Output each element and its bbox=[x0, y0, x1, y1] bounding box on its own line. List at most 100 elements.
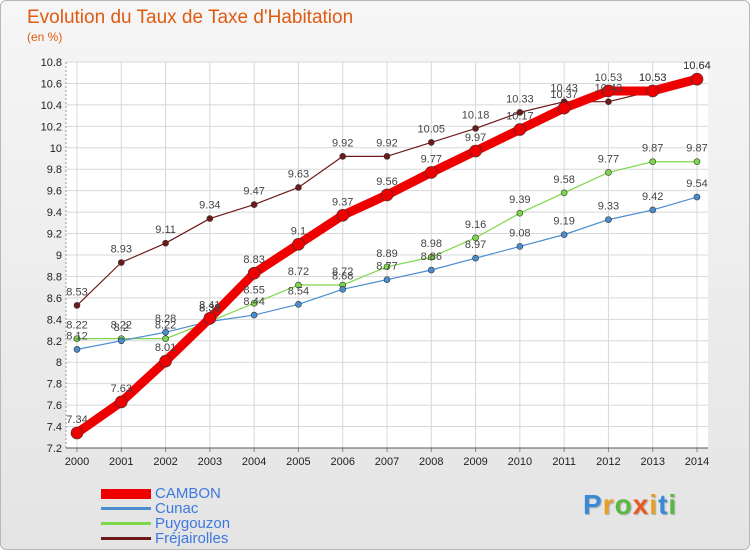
legend: CAMBON Cunac Puygouzon Fréjairolles bbox=[101, 486, 230, 546]
data-point-cambon bbox=[247, 266, 261, 280]
data-label-cunac: 8.2 bbox=[114, 322, 129, 334]
legend-swatch bbox=[101, 507, 151, 510]
data-label-frejairolles: 9.92 bbox=[332, 137, 353, 149]
data-label-cunac: 8.68 bbox=[332, 270, 353, 282]
data-label-cambon: 10.64 bbox=[683, 60, 711, 72]
data-point-cambon bbox=[159, 354, 172, 368]
data-label-puygouzon: 8.72 bbox=[288, 266, 309, 278]
x-tick-label: 2013 bbox=[640, 456, 664, 468]
data-label-cambon: 8.01 bbox=[155, 342, 176, 354]
x-tick-label: 2002 bbox=[153, 456, 177, 468]
y-tick-label: 9 bbox=[56, 250, 62, 262]
data-label-frejairolles: 10.18 bbox=[462, 109, 490, 121]
data-point-cambon bbox=[557, 101, 571, 115]
data-point-puygouzon bbox=[73, 335, 81, 342]
data-point-cunac bbox=[516, 243, 524, 250]
y-tick-label: 10 bbox=[50, 143, 62, 155]
data-label-cunac: 8.97 bbox=[465, 239, 486, 251]
data-point-frejairolles bbox=[516, 109, 524, 116]
data-point-puygouzon bbox=[162, 335, 169, 342]
data-label-cambon: 10.53 bbox=[595, 72, 623, 84]
data-label-cambon: 8.41 bbox=[199, 299, 220, 311]
data-label-frejairolles: 10.43 bbox=[595, 83, 623, 95]
legend-item-cunac: Cunac bbox=[101, 501, 230, 516]
legend-item-puygouzon: Puygouzon bbox=[101, 516, 230, 531]
data-point-cunac bbox=[250, 311, 258, 319]
data-point-cambon bbox=[114, 395, 128, 409]
data-label-cunac: 8.12 bbox=[66, 330, 87, 342]
y-tick-label: 7.4 bbox=[47, 422, 62, 434]
logo-letter: x bbox=[632, 489, 650, 520]
data-label-cambon: 9.97 bbox=[465, 132, 486, 144]
y-tick-label: 9.2 bbox=[47, 229, 62, 241]
legend-swatch bbox=[101, 537, 151, 540]
data-label-cunac: 9.33 bbox=[598, 201, 619, 213]
data-label-cambon: 7.63 bbox=[111, 383, 132, 395]
data-label-cunac: 8.44 bbox=[243, 296, 264, 308]
data-point-cambon bbox=[690, 72, 704, 86]
data-point-puygouzon bbox=[516, 209, 524, 217]
data-point-cambon bbox=[203, 311, 217, 325]
data-label-cambon: 9.37 bbox=[332, 196, 353, 208]
y-tick-label: 7.2 bbox=[47, 443, 62, 455]
x-tick-label: 2010 bbox=[508, 456, 532, 468]
legend-swatch bbox=[101, 522, 151, 525]
data-label-frejairolles: 10.53 bbox=[639, 72, 667, 84]
data-point-cambon bbox=[646, 84, 660, 98]
data-point-frejairolles bbox=[605, 98, 612, 105]
data-point-puygouzon bbox=[250, 299, 258, 307]
y-tick-label: 7.6 bbox=[47, 400, 62, 412]
data-label-cunac: 8.54 bbox=[288, 285, 309, 297]
x-tick-label: 2004 bbox=[242, 456, 266, 468]
data-point-cunac bbox=[605, 216, 612, 223]
data-label-frejairolles: 9.11 bbox=[155, 224, 176, 236]
y-tick-label: 10.6 bbox=[41, 78, 62, 90]
logo-letter: o bbox=[614, 489, 633, 520]
data-label-cunac: 8.86 bbox=[421, 251, 442, 263]
data-point-cunac bbox=[339, 286, 347, 293]
data-label-cunac: 8.38 bbox=[199, 302, 220, 314]
data-point-cambon bbox=[469, 144, 482, 158]
data-label-cambon: 7.34 bbox=[66, 414, 87, 426]
data-point-cambon bbox=[336, 209, 350, 222]
data-point-cunac bbox=[295, 301, 302, 308]
data-point-frejairolles bbox=[339, 153, 347, 160]
data-point-frejairolles bbox=[73, 302, 81, 309]
data-label-puygouzon: 9.77 bbox=[598, 153, 619, 165]
data-label-cambon: 10.37 bbox=[550, 89, 578, 101]
data-label-frejairolles: 9.63 bbox=[288, 168, 309, 180]
data-point-puygouzon bbox=[693, 158, 701, 166]
data-point-cunac bbox=[560, 231, 568, 238]
data-label-puygouzon: 8.22 bbox=[155, 320, 176, 332]
y-tick-label: 9.4 bbox=[47, 207, 62, 219]
data-point-puygouzon bbox=[605, 169, 612, 176]
x-tick-label: 2003 bbox=[198, 456, 222, 468]
data-label-cambon: 10.17 bbox=[506, 111, 534, 123]
chart-title: Evolution du Taux de Taxe d'Habitation bbox=[27, 7, 354, 28]
x-tick-label: 2000 bbox=[65, 456, 89, 468]
data-label-puygouzon: 8.98 bbox=[421, 238, 442, 250]
data-point-frejairolles bbox=[427, 139, 435, 146]
data-label-cunac: 9.42 bbox=[642, 191, 663, 203]
data-point-cambon bbox=[513, 123, 527, 136]
data-label-puygouzon: 8.89 bbox=[376, 248, 397, 260]
y-tick-label: 10.4 bbox=[41, 100, 62, 112]
data-label-cambon: 9.56 bbox=[376, 176, 397, 188]
data-label-cunac: 8.77 bbox=[376, 261, 397, 273]
data-point-cambon bbox=[380, 188, 394, 202]
data-point-cambon bbox=[424, 166, 438, 179]
data-point-frejairolles bbox=[250, 201, 258, 208]
data-point-frejairolles bbox=[117, 259, 125, 266]
legend-label: Puygouzon bbox=[155, 515, 231, 532]
logo-letter: r bbox=[602, 489, 615, 520]
x-tick-label: 2011 bbox=[552, 456, 576, 468]
data-label-frejairolles: 10.33 bbox=[506, 93, 534, 105]
data-label-puygouzon: 9.58 bbox=[553, 174, 574, 186]
logo-letter: P bbox=[583, 489, 603, 520]
data-point-cunac bbox=[73, 346, 81, 353]
data-label-puygouzon: 9.39 bbox=[509, 194, 530, 206]
data-label-frejairolles: 8.93 bbox=[111, 244, 132, 256]
data-point-puygouzon bbox=[383, 263, 391, 271]
data-point-frejairolles bbox=[206, 215, 214, 222]
data-point-cunac bbox=[649, 206, 657, 214]
